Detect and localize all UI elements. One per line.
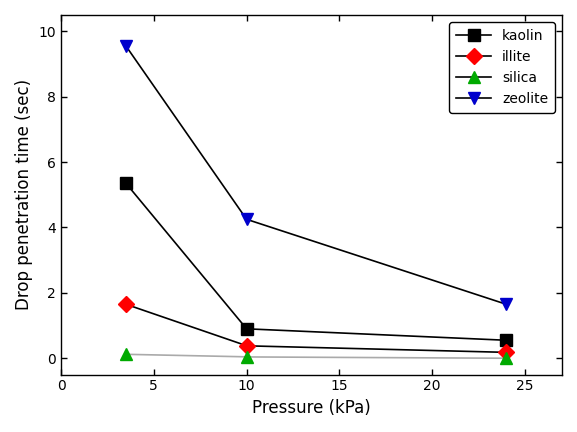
Legend: kaolin, illite, silica, zeolite: kaolin, illite, silica, zeolite [449, 22, 555, 113]
Y-axis label: Drop penetration time (sec): Drop penetration time (sec) [15, 79, 33, 310]
X-axis label: Pressure (kPa): Pressure (kPa) [252, 399, 371, 417]
